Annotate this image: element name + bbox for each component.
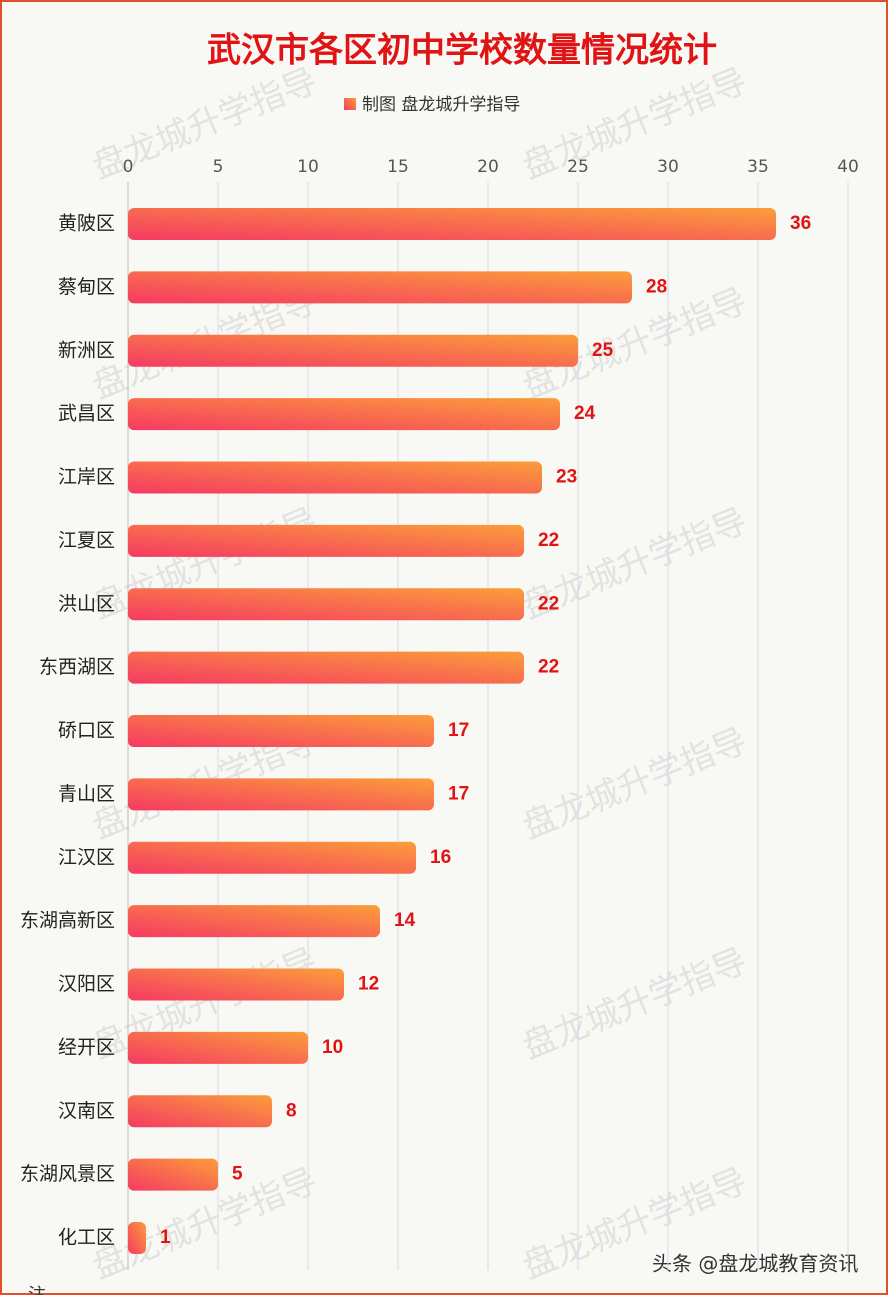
y-tick-label: 东湖高新区 [20, 910, 115, 932]
y-tick-label: 江夏区 [58, 529, 115, 551]
bar [128, 1031, 308, 1064]
y-tick-label: 江岸区 [58, 466, 115, 488]
y-tick-label: 经开区 [58, 1036, 115, 1058]
y-tick-label: 汉阳区 [58, 973, 115, 995]
legend-label: 制图 盘龙城升学指导 [362, 95, 520, 115]
bar [128, 271, 632, 304]
y-tick-label: 新洲区 [58, 339, 115, 361]
y-tick-label: 蔡甸区 [58, 276, 115, 298]
chart-title: 武汉市各区初中学校数量情况统计 [207, 31, 717, 71]
value-label: 22 [538, 657, 559, 678]
value-label: 8 [286, 1100, 297, 1121]
bar [128, 1158, 218, 1191]
x-tick-label: 10 [297, 157, 319, 177]
bar [128, 651, 524, 684]
bar [128, 715, 434, 747]
y-tick-label: 化工区 [58, 1227, 115, 1249]
value-label: 17 [448, 783, 469, 804]
bar [128, 334, 578, 367]
value-label: 36 [790, 213, 811, 234]
x-tick-label: 15 [387, 157, 409, 177]
value-label: 12 [358, 974, 379, 995]
note: 注 [28, 1285, 46, 1295]
y-tick-label: 汉南区 [58, 1100, 115, 1122]
bar [128, 524, 524, 557]
bar [128, 968, 344, 1001]
x-tick-label: 30 [657, 157, 679, 177]
y-tick-label: 江汉区 [58, 846, 115, 868]
value-label: 28 [646, 276, 667, 297]
bar [128, 461, 542, 494]
x-tick-label: 20 [477, 157, 499, 177]
x-tick-label: 25 [567, 157, 589, 177]
bar [128, 1095, 272, 1128]
bar [128, 588, 524, 621]
value-label: 25 [592, 340, 614, 361]
y-tick-label: 武昌区 [58, 403, 115, 425]
footer: 头条 @盘龙城教育资讯 [652, 1252, 858, 1276]
y-tick-label: 黄陂区 [58, 213, 115, 235]
x-tick-label: 35 [747, 157, 769, 177]
y-tick-label: 青山区 [58, 783, 115, 805]
value-label: 23 [556, 467, 577, 488]
value-label: 16 [430, 847, 451, 868]
value-label: 1 [160, 1227, 171, 1248]
x-tick-label: 40 [837, 157, 859, 177]
value-label: 22 [538, 530, 559, 551]
bar [128, 905, 380, 938]
y-tick-label: 洪山区 [58, 593, 115, 615]
y-tick-label: 东西湖区 [39, 656, 115, 678]
bar [128, 778, 434, 811]
y-tick-label: 硚口区 [58, 720, 115, 742]
bar [128, 841, 416, 874]
value-label: 24 [574, 403, 596, 424]
bar [128, 1222, 146, 1254]
bar [128, 208, 776, 240]
legend-swatch [344, 98, 356, 110]
value-label: 14 [394, 910, 416, 931]
x-tick-label: 0 [123, 157, 134, 177]
value-label: 5 [232, 1164, 243, 1185]
x-tick-label: 5 [213, 157, 224, 177]
bar [128, 398, 560, 431]
value-label: 22 [538, 593, 559, 614]
value-label: 10 [322, 1037, 343, 1058]
value-label: 17 [448, 720, 469, 741]
y-tick-label: 东湖风景区 [20, 1163, 115, 1185]
